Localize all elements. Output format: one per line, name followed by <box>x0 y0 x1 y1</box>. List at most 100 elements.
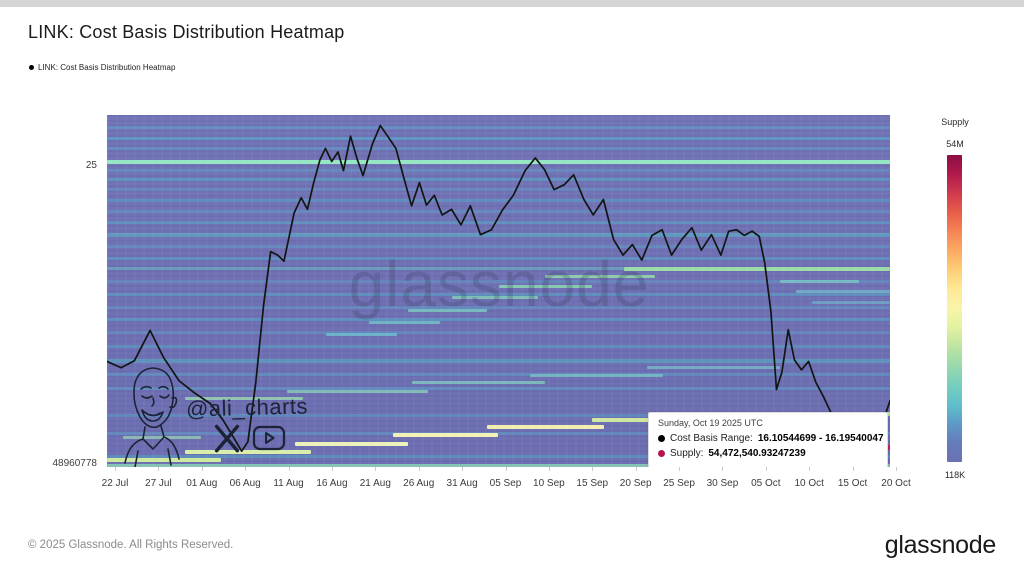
y-axis-label-top: 25 <box>85 160 97 171</box>
cost-basis-value: 16.10544699 - 16.19540047 <box>757 433 884 444</box>
x-axis-tick <box>679 467 681 471</box>
heatmap-band <box>107 318 890 322</box>
heatmap-band <box>107 293 890 297</box>
heatmap-band <box>647 365 781 369</box>
signature-icons <box>212 423 286 453</box>
heatmap-band <box>529 373 663 377</box>
heatmap-band <box>107 358 890 363</box>
x-axis-label: 26 Aug <box>403 478 435 489</box>
x-axis-tick <box>418 467 420 471</box>
colorbar <box>947 155 962 462</box>
x-axis-label: 20 Oct <box>881 478 911 489</box>
x-axis-tick <box>852 467 854 471</box>
heatmap-band <box>451 296 538 300</box>
cost-basis-dot-icon <box>658 435 665 442</box>
x-axis-label: 15 Sep <box>576 478 609 489</box>
legend-dot-icon <box>29 65 34 70</box>
x-axis-label: 11 Aug <box>273 478 304 489</box>
x-axis-tick <box>765 467 767 471</box>
heatmap-band <box>107 147 890 151</box>
heatmap-band <box>107 431 890 435</box>
x-axis-tick <box>722 467 724 471</box>
copyright-text: © 2025 Glassnode. All Rights Reserved. <box>28 539 234 551</box>
x-axis-label: 10 Oct <box>794 478 824 489</box>
heatmap-band <box>107 280 890 284</box>
x-axis-label: 06 Aug <box>229 478 261 489</box>
heatmap-band <box>287 389 429 393</box>
heatmap-band <box>294 441 409 446</box>
heatmap-band <box>369 320 440 324</box>
heatmap-band <box>107 267 624 271</box>
x-axis-tick <box>158 467 160 471</box>
colorbar-max-label: 54M <box>946 139 964 149</box>
x-axis-label: 05 Sep <box>489 478 522 489</box>
heatmap-band <box>780 279 859 283</box>
top-strip <box>0 0 1024 7</box>
heatmap-band <box>392 433 499 438</box>
x-axis-tick <box>592 467 594 471</box>
heatmap-band <box>107 372 890 376</box>
heatmap-band <box>107 177 890 181</box>
x-axis-label: 30 Sep <box>706 478 739 489</box>
heatmap-band <box>107 386 890 390</box>
x-axis-tick <box>115 467 116 471</box>
heatmap-band <box>107 221 890 225</box>
x-logo-icon <box>214 424 240 453</box>
heatmap-band <box>107 305 890 309</box>
glassnode-logo: glassnode <box>884 531 997 559</box>
tooltip-cost-basis-row: Cost Basis Range: 16.10544699 - 16.19540… <box>658 431 884 446</box>
x-axis-label: 15 Oct <box>837 478 868 489</box>
x-axis-tick <box>809 467 811 471</box>
heatmap-band <box>107 160 890 165</box>
heatmap-band <box>107 233 890 238</box>
heatmap-band <box>107 245 890 249</box>
heatmap-band <box>185 450 311 455</box>
x-axis-label: 22 Jul <box>101 478 129 489</box>
x-axis-label: 25 Sep <box>663 478 695 489</box>
x-axis: 22 Jul 27 Jul 01 Aug 06 Aug 11 Aug 16 Aug 21 A… <box>102 467 911 495</box>
x-axis-tick <box>548 467 550 471</box>
price-line <box>107 126 890 452</box>
youtube-play-icon <box>252 425 286 451</box>
heatmap-band <box>811 300 890 304</box>
cost-basis-label: Cost Basis Range: <box>670 433 753 444</box>
x-axis-label: 20 Sep <box>619 478 652 489</box>
supply-dot-icon <box>658 450 665 457</box>
price-line-layer <box>107 115 890 467</box>
x-axis-tick <box>331 467 333 471</box>
heatmap-band <box>623 267 890 272</box>
heatmap-band <box>107 168 890 172</box>
legend-item[interactable]: LINK: Cost Basis Distribution Heatmap <box>29 63 175 72</box>
x-axis-tick <box>288 467 290 471</box>
author-handle: @ali_charts <box>185 393 309 422</box>
heatmap-band <box>107 331 890 335</box>
heatmap-band <box>107 210 890 214</box>
x-axis-label: 05 Oct <box>751 478 781 489</box>
heatmap-band <box>486 424 605 429</box>
heatmap-band <box>107 188 890 192</box>
colorbar-title: Supply <box>941 117 969 127</box>
heatmap-plot-area[interactable]: glassnode @ali_charts <box>107 115 890 467</box>
heatmap-band <box>107 454 890 458</box>
x-axis-tick <box>375 467 377 471</box>
heatmap-band <box>107 414 890 418</box>
heatmap-band <box>107 464 890 467</box>
x-axis-label: 27 Jul <box>145 478 172 489</box>
page-title: LINK: Cost Basis Distribution Heatmap <box>28 22 345 42</box>
heatmap-band <box>107 198 890 202</box>
x-axis-tick <box>245 467 247 471</box>
x-axis-tick <box>462 467 464 471</box>
x-axis-tick <box>896 467 897 471</box>
heatmap-band <box>107 344 890 348</box>
heatmap-band <box>412 381 546 385</box>
heatmap-band <box>408 308 487 312</box>
heatmap-band <box>545 275 656 279</box>
x-axis-label: 10 Sep <box>533 478 565 489</box>
y-axis-label-bottom: 48960778 <box>52 458 98 469</box>
supply-value: 54,472,540.93247239 <box>708 448 806 459</box>
x-axis-label: 31 Aug <box>446 478 478 489</box>
x-axis-label: 01 Aug <box>186 478 218 489</box>
x-axis-tick <box>635 467 637 471</box>
hover-tooltip: Sunday, Oct 19 2025 UTC Cost Basis Range… <box>648 412 888 467</box>
